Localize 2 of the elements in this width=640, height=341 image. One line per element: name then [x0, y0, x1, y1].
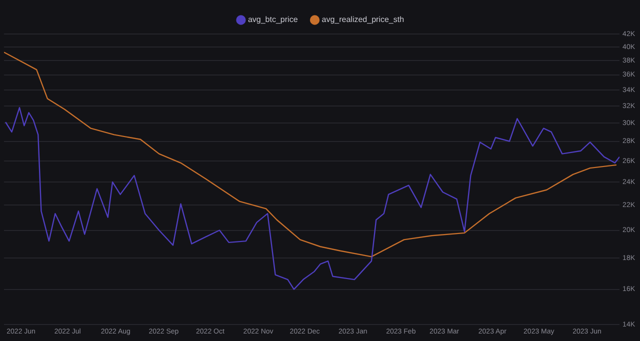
legend-label: avg_realized_price_sth — [322, 15, 404, 24]
legend-label: avg_btc_price — [248, 15, 298, 24]
